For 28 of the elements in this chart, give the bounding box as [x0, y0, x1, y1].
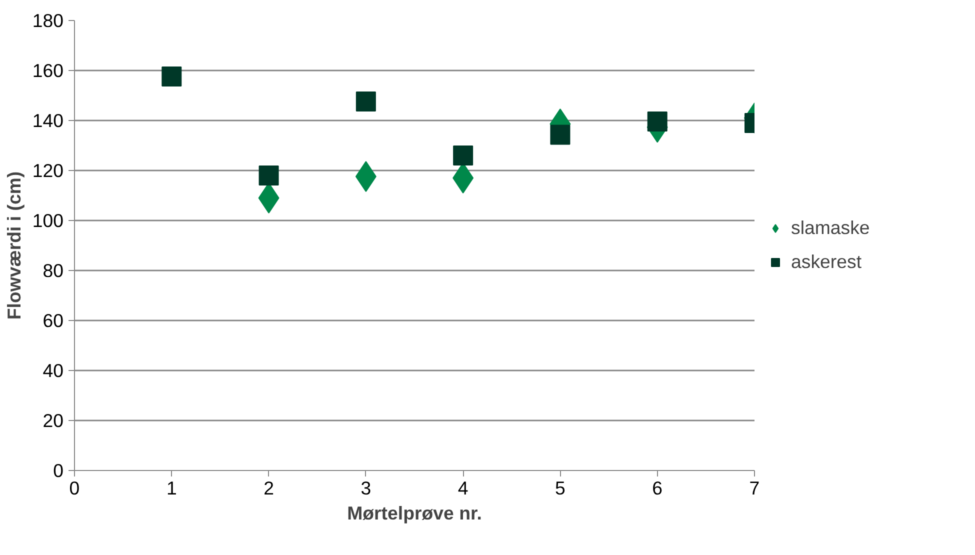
x-tick-label: 5	[555, 478, 566, 498]
point	[162, 66, 182, 86]
x-tick-label: 3	[360, 478, 372, 498]
y-tick-label: 20	[42, 410, 64, 431]
y-tick-label: 40	[42, 360, 64, 381]
x-tick-label: 6	[652, 478, 663, 498]
x-tick-label: 7	[749, 478, 760, 498]
point	[647, 112, 668, 132]
x-tick-label: 4	[458, 478, 468, 498]
point	[550, 124, 570, 145]
point	[356, 92, 376, 112]
y-tick-label: 0	[53, 460, 64, 481]
y-axis-title: Flowværdi i (cm)	[3, 171, 24, 320]
x-tick-label: 0	[69, 478, 80, 498]
point	[258, 166, 279, 186]
point	[453, 146, 474, 166]
y-tick-label: 180	[32, 10, 64, 31]
y-tick-label: 160	[32, 60, 64, 81]
legend-label: askerest	[791, 251, 862, 273]
x-tick-label: 2	[264, 478, 274, 498]
y-tick-label: 100	[32, 210, 64, 231]
y-tick-label: 140	[32, 110, 64, 131]
y-tick-label: 60	[42, 310, 64, 331]
x-tick-label: 1	[166, 478, 177, 498]
x-axis-title: Mørtelprøve nr.	[347, 502, 482, 524]
y-tick-label: 80	[42, 260, 64, 281]
legend-label: slamaske	[791, 217, 870, 239]
y-tick-label: 120	[32, 160, 64, 181]
